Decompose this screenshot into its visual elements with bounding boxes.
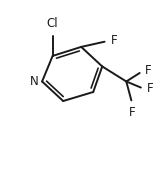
Text: F: F	[147, 82, 153, 96]
Text: F: F	[145, 64, 152, 77]
Text: F: F	[129, 106, 136, 119]
Text: N: N	[30, 75, 38, 88]
Text: Cl: Cl	[47, 17, 58, 30]
Text: F: F	[111, 34, 117, 47]
